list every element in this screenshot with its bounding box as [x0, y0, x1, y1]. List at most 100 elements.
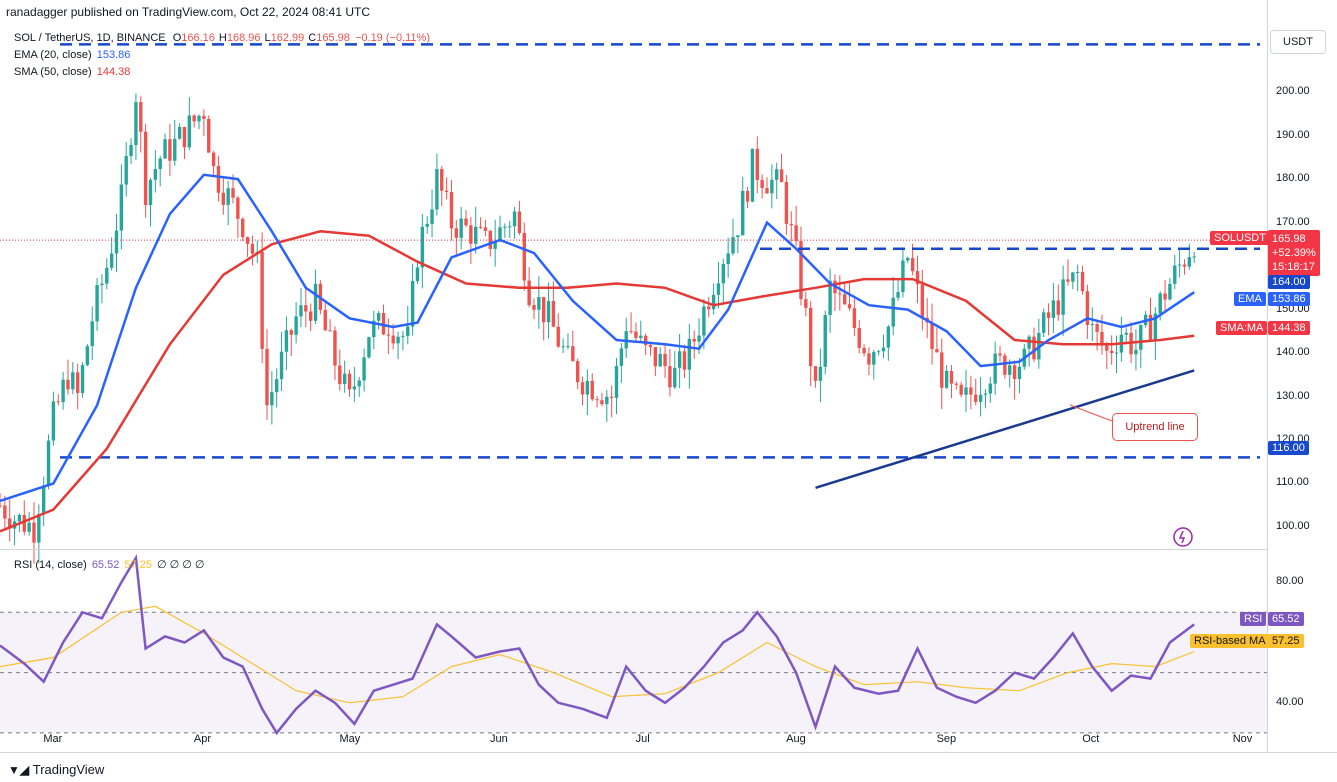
candle-body	[663, 353, 667, 367]
candle-body	[862, 347, 866, 354]
ohlc-key: C	[308, 32, 317, 44]
candle-body	[284, 330, 289, 352]
candle-body	[444, 190, 449, 193]
footer-brand-text: TradingView	[32, 762, 105, 777]
candle-body	[600, 400, 604, 405]
candle-body	[1066, 279, 1070, 282]
candle-body	[313, 283, 318, 321]
candle-body	[503, 226, 507, 228]
candle-body	[3, 505, 7, 519]
candle-body	[639, 335, 643, 338]
candle-body	[891, 297, 895, 327]
candle-body	[930, 322, 934, 350]
candle-body	[673, 367, 677, 388]
uptrend-line	[815, 369, 1195, 490]
x-axis-line	[0, 752, 1337, 753]
price-tick: 100.00	[1276, 519, 1310, 532]
annotations	[1069, 404, 1113, 422]
sma-label: SMA (50, close)	[14, 66, 92, 78]
candle-body	[435, 169, 439, 210]
candle-body	[721, 263, 726, 284]
candle-body	[192, 115, 196, 122]
candle-body	[1105, 345, 1109, 351]
candle-body	[983, 393, 988, 395]
price-tick: 110.00	[1276, 476, 1309, 489]
ema-axis-name: EMA	[1234, 292, 1266, 306]
candle-body	[580, 382, 585, 395]
candle-body	[823, 315, 827, 367]
candle-body	[488, 230, 492, 249]
candle-body	[478, 226, 483, 228]
change-value: −0.19 (−0.11%)	[354, 32, 430, 44]
candle-body	[940, 352, 944, 388]
candle-body	[1095, 324, 1099, 332]
candle-body	[964, 387, 968, 395]
ohlc-key: O	[172, 32, 182, 44]
time-tick: Mar	[43, 733, 63, 745]
uptrend-annotation[interactable]: Uptrend line	[1112, 413, 1198, 441]
candle-body	[974, 394, 978, 402]
candle-body	[527, 280, 531, 306]
candle-body	[323, 309, 327, 331]
candle-body	[668, 366, 672, 388]
ohlc-key: H	[218, 32, 227, 44]
alert-icon-bolt	[1178, 530, 1186, 544]
candle-body	[906, 257, 910, 261]
candle-body	[139, 102, 143, 132]
candle-body	[935, 349, 939, 353]
sma-axis-name: SMA:MA	[1216, 321, 1268, 335]
candle-body	[75, 372, 80, 393]
candle-body	[872, 352, 876, 365]
time-tick: Apr	[193, 733, 211, 745]
candle-body	[197, 115, 201, 122]
candle-body	[1139, 324, 1143, 350]
candle-body	[634, 331, 638, 338]
candle-body	[643, 335, 648, 346]
candle-body	[415, 267, 420, 282]
price-tick: 180.00	[1276, 172, 1310, 185]
rsi-extra-values: ∅ ∅ ∅ ∅	[157, 559, 205, 571]
candle-body	[784, 182, 789, 224]
ohlc-item: L162.99	[265, 32, 305, 44]
rsi-ma-axis-value: 57.25	[1268, 634, 1304, 648]
currency-button[interactable]: USDT	[1270, 30, 1326, 54]
candle-body	[969, 387, 973, 395]
candle-body	[401, 335, 405, 337]
candle-body	[143, 131, 148, 205]
bar-countdown: 15:18:17	[1272, 261, 1315, 273]
level-164-label: 164.00	[1268, 275, 1310, 289]
candle-body	[173, 138, 177, 161]
price-tick: 170.00	[1276, 215, 1310, 228]
candle-body	[653, 346, 658, 367]
alert-icon[interactable]	[1173, 527, 1193, 547]
time-tick: Aug	[786, 733, 806, 745]
candle-body	[464, 218, 468, 226]
candle-body	[396, 336, 400, 344]
footer-brand: ▼◢ TradingView	[8, 762, 104, 777]
sma-legend-value: 144.38	[96, 66, 131, 78]
candle-body	[702, 306, 706, 336]
price-tick: 130.00	[1276, 389, 1310, 402]
candle-body	[697, 335, 701, 342]
candle-body	[250, 243, 255, 254]
candle-body	[842, 294, 847, 305]
candles	[0, 93, 1196, 564]
pane-separator[interactable]	[0, 549, 1267, 550]
candle-body	[731, 237, 735, 254]
sma-legend: SMA (50, close) 144.38	[14, 66, 130, 78]
candle-body	[1168, 283, 1172, 300]
candle-body	[168, 139, 172, 161]
ohlc-item: H168.96	[219, 32, 261, 44]
candle-body	[711, 294, 716, 310]
candle-body	[105, 267, 109, 284]
candle-body	[333, 330, 337, 366]
last-price-change: +52.39%	[1272, 247, 1316, 259]
candle-body	[910, 257, 915, 272]
symbol-legend: SOL / TetherUS, 1D, BINANCE O166.16 H168.…	[14, 32, 430, 44]
candle-body	[838, 293, 842, 295]
ohlc-item: C165.98	[308, 32, 350, 44]
candle-body	[619, 348, 624, 366]
candle-body	[177, 127, 182, 139]
candle-body	[1056, 300, 1060, 315]
